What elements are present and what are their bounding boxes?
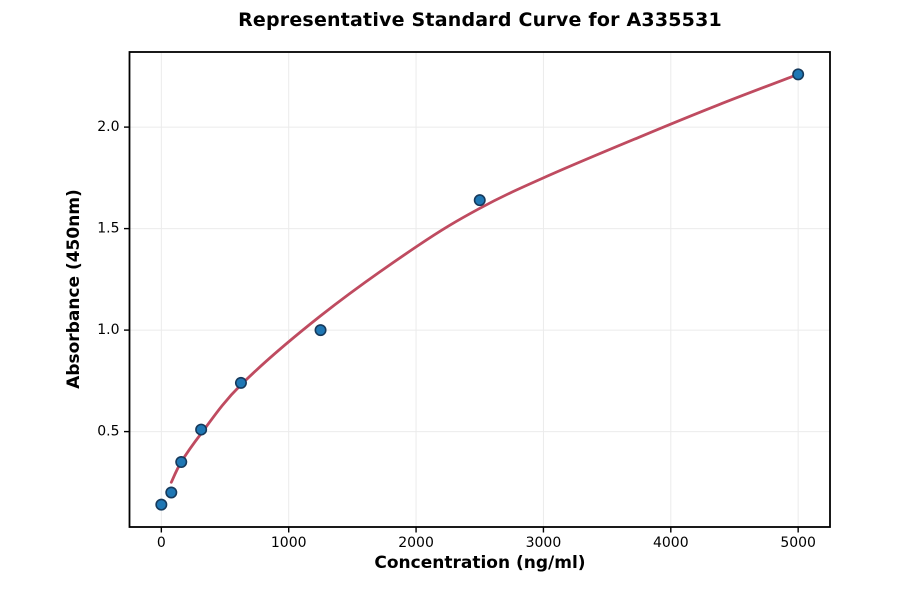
fit-curve-line — [169, 72, 800, 484]
x-tick-label: 3000 — [526, 535, 562, 551]
y-tick-label: 1.5 — [97, 221, 119, 237]
plot-border — [128, 51, 831, 528]
x-tick-label: 1000 — [271, 535, 307, 551]
x-tick-label: 4000 — [653, 535, 689, 551]
y-axis-label: Absorbance (450nm) — [64, 189, 84, 389]
data-point — [175, 456, 188, 469]
y-tick-label: 1.0 — [97, 322, 119, 338]
y-tick-label: 0.5 — [97, 424, 119, 440]
data-point — [165, 486, 178, 499]
data-point — [195, 423, 208, 436]
x-tick-label: 5000 — [780, 535, 816, 551]
data-point — [234, 376, 247, 389]
x-tick-label: 2000 — [398, 535, 434, 551]
data-point — [792, 68, 805, 81]
x-tick-label: 0 — [157, 535, 166, 551]
data-point — [473, 194, 486, 207]
y-tick-label: 2.0 — [97, 119, 119, 135]
chart-title: Representative Standard Curve for A33553… — [238, 9, 722, 31]
x-axis-label: Concentration (ng/ml) — [374, 553, 586, 573]
data-point — [314, 324, 327, 337]
data-point — [155, 498, 168, 511]
